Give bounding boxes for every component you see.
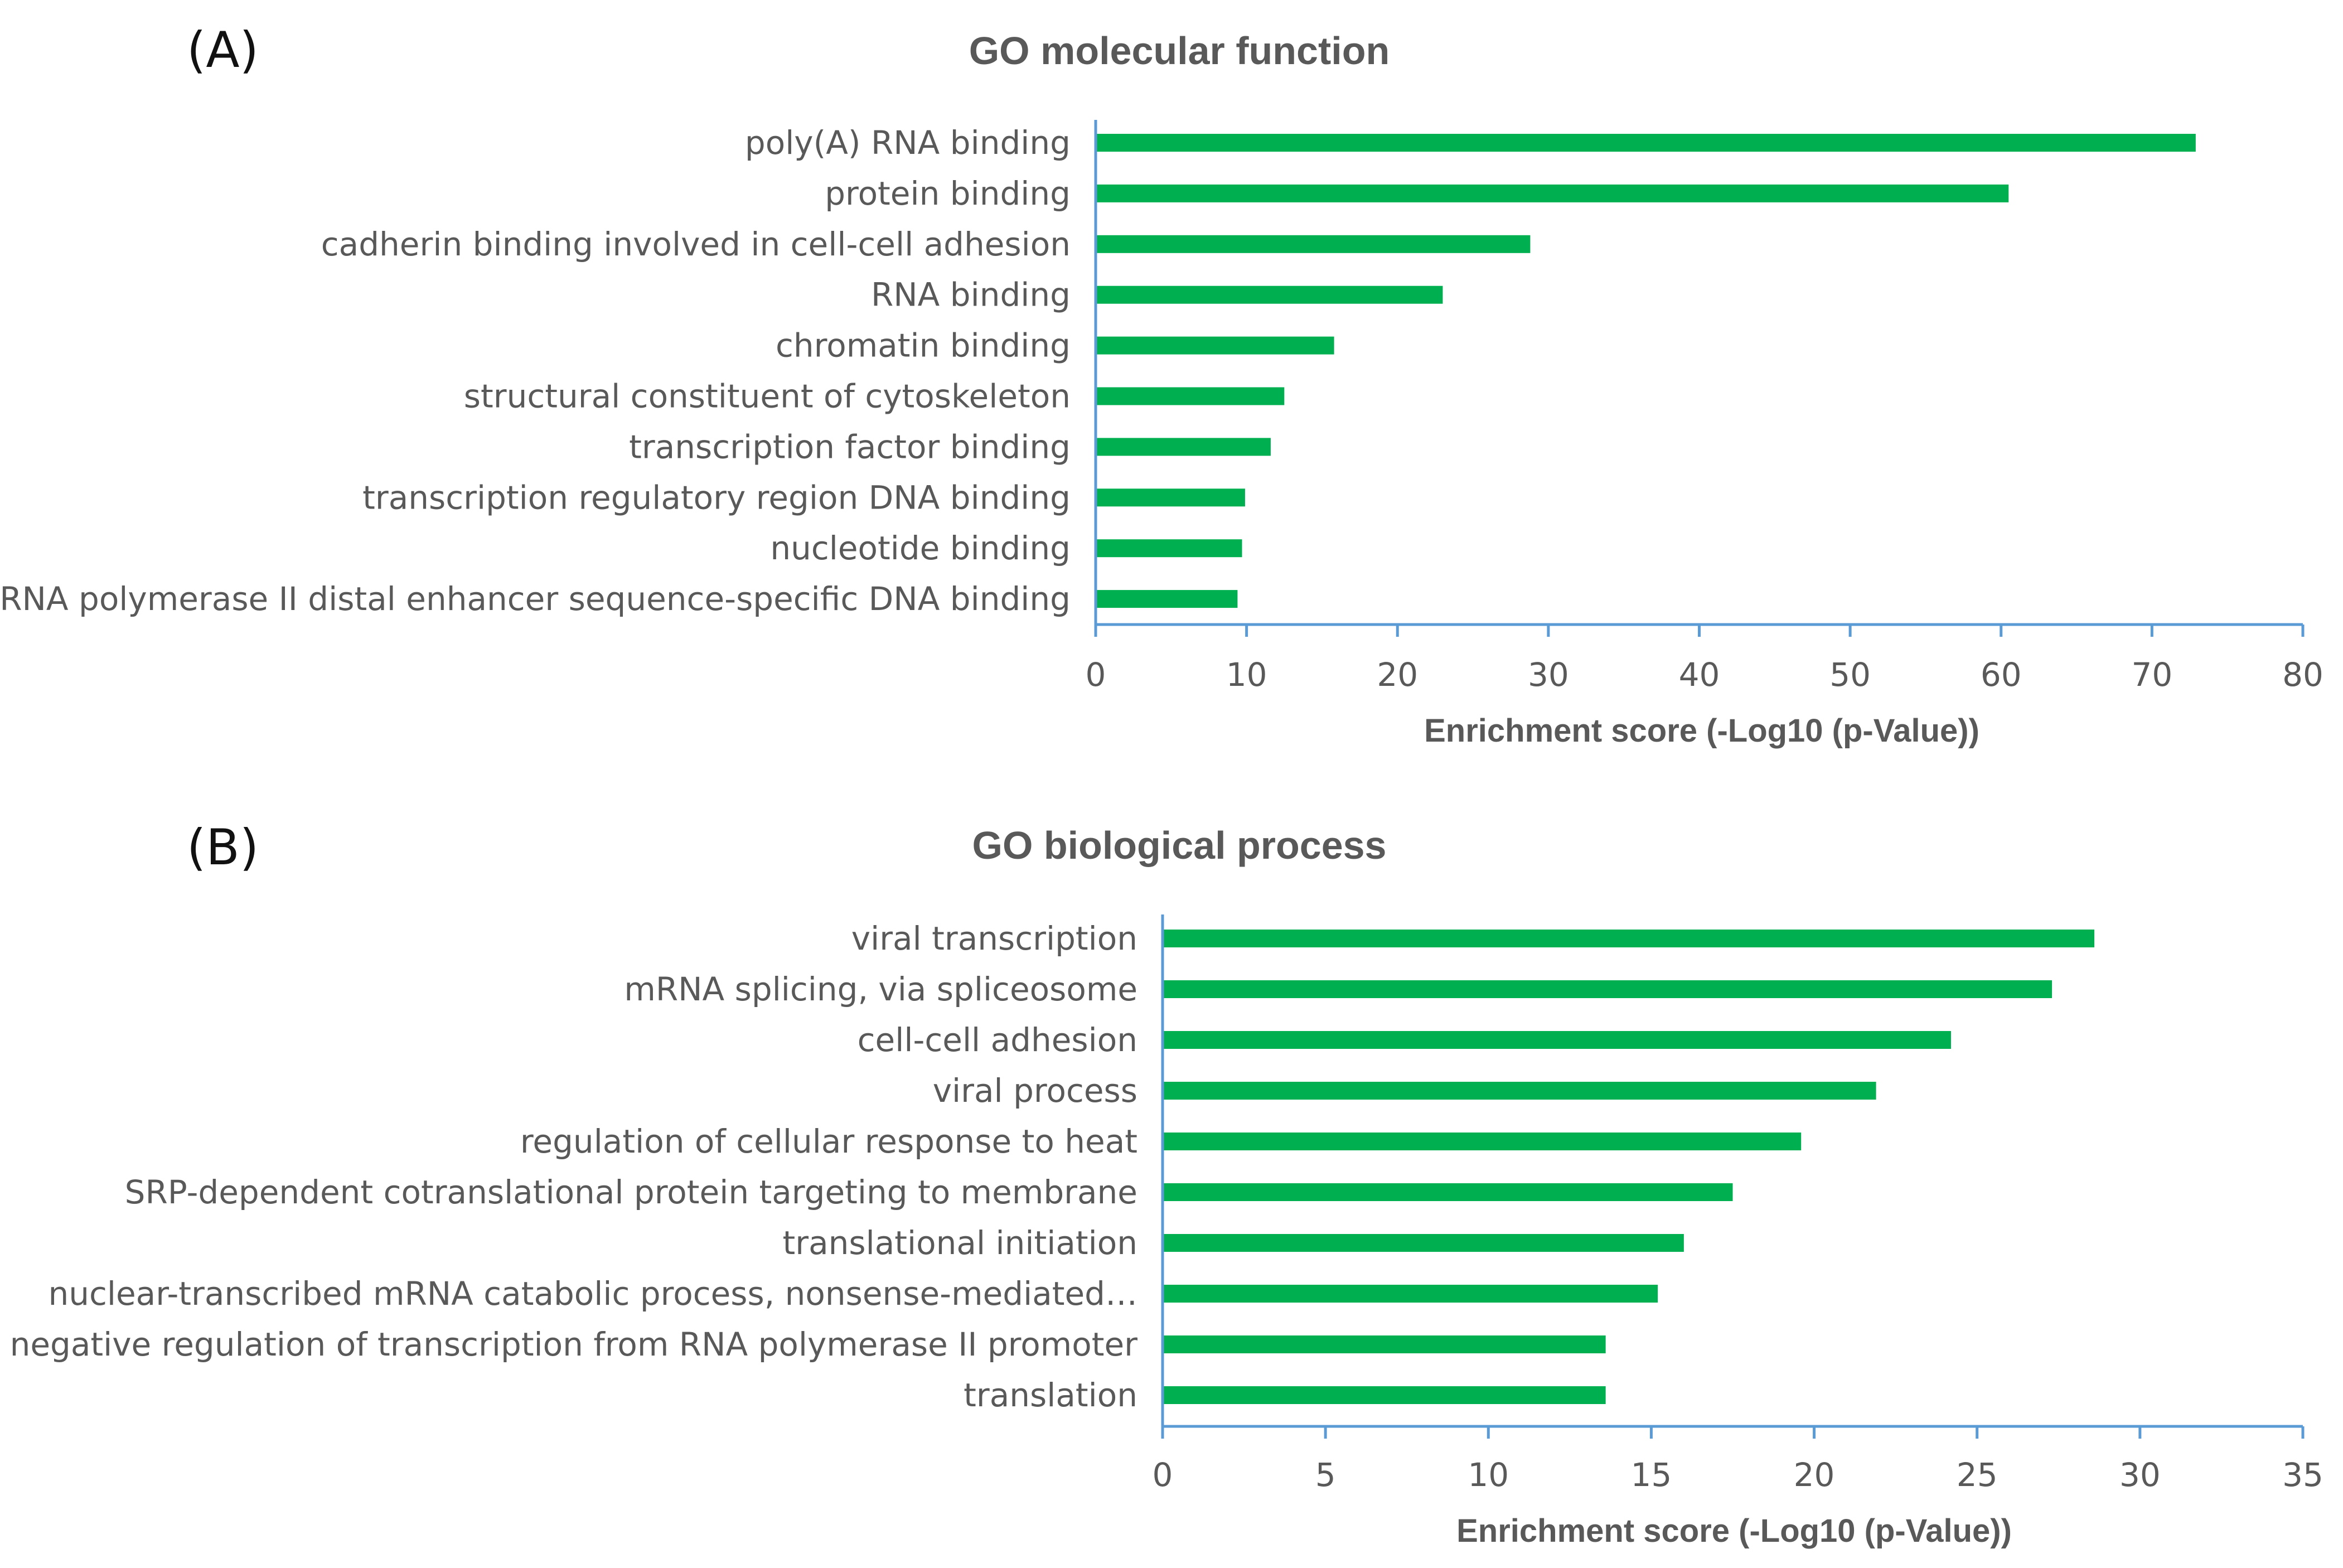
panel-label-a: (A) <box>187 21 259 79</box>
bar-a-5 <box>1096 336 1334 355</box>
category-labels-a: poly(A) RNA binding protein binding cadher… <box>0 124 1071 618</box>
category-label-a-8: transcription regulatory region DNA bind… <box>362 478 1071 516</box>
chart-title-b: GO biological process <box>972 824 1387 867</box>
bar-a-3 <box>1096 235 1531 253</box>
x-tick-label-a-8: 80 <box>2282 656 2323 694</box>
bar-b-8 <box>1163 1285 1658 1303</box>
bar-a-7 <box>1096 438 1271 456</box>
bar-b-3 <box>1163 1031 1951 1049</box>
x-tick-labels-a: 0 10 20 30 40 50 60 70 80 <box>1086 656 2323 694</box>
chart-molecular-function: (A) GO molecular function poly(A) RNA bi… <box>0 21 2323 749</box>
chart-title-a: GO molecular function <box>969 29 1390 72</box>
category-label-a-2: protein binding <box>825 175 1071 212</box>
x-tick-label-a-3: 30 <box>1528 656 1569 694</box>
x-tick-labels-b: 0 5 10 15 20 25 30 35 <box>1153 1456 2323 1494</box>
category-label-a-4: RNA binding <box>871 276 1071 314</box>
category-label-b-9: negative regulation of transcription fro… <box>10 1325 1138 1363</box>
x-tick-label-b-1: 5 <box>1315 1456 1336 1494</box>
category-label-a-1: poly(A) RNA binding <box>745 124 1071 162</box>
x-tick-label-b-0: 0 <box>1153 1456 1173 1494</box>
bar-b-4 <box>1163 1082 1876 1100</box>
bar-a-2 <box>1096 184 2009 202</box>
x-tick-label-a-1: 10 <box>1226 656 1267 694</box>
x-tick-label-b-6: 30 <box>2119 1456 2161 1494</box>
bars-a <box>1096 134 2196 608</box>
x-tick-label-b-7: 35 <box>2282 1456 2323 1494</box>
x-tick-label-a-4: 40 <box>1679 656 1720 694</box>
chart-biological-process: (B) GO biological process viral transcri… <box>10 819 2323 1549</box>
x-tick-label-b-3: 15 <box>1631 1456 1672 1494</box>
x-tick-label-b-2: 10 <box>1468 1456 1509 1494</box>
category-label-b-4: viral process <box>933 1072 1137 1110</box>
category-label-b-3: cell-cell adhesion <box>858 1021 1137 1059</box>
category-label-b-6: SRP-dependent cotranslational protein ta… <box>125 1173 1137 1211</box>
x-tick-label-a-5: 50 <box>1829 656 1871 694</box>
x-axis-title-a: Enrichment score (-Log10 (p-Value)) <box>1424 713 1979 749</box>
bar-a-6 <box>1096 387 1285 405</box>
bar-b-9 <box>1163 1335 1606 1353</box>
bar-a-8 <box>1096 488 1245 507</box>
bar-b-5 <box>1163 1133 1802 1150</box>
category-label-b-7: translational initiation <box>783 1224 1137 1262</box>
bar-b-10 <box>1163 1386 1606 1404</box>
x-tick-label-a-2: 20 <box>1377 656 1418 694</box>
bar-a-9 <box>1096 539 1242 558</box>
category-label-b-5: regulation of cellular response to heat <box>520 1122 1137 1160</box>
bar-a-1 <box>1096 134 2196 152</box>
category-label-b-8: nuclear-transcribed mRNA catabolic proce… <box>48 1275 1137 1313</box>
x-ticks-b <box>1161 1426 2305 1439</box>
x-tick-label-b-4: 20 <box>1794 1456 1835 1494</box>
category-label-b-1: viral transcription <box>851 919 1137 957</box>
bar-b-6 <box>1163 1183 1733 1201</box>
x-tick-label-b-5: 25 <box>1957 1456 1998 1494</box>
category-label-b-10: translation <box>964 1376 1137 1414</box>
category-label-a-5: chromatin binding <box>776 327 1071 365</box>
x-tick-label-a-0: 0 <box>1086 656 1106 694</box>
bar-b-2 <box>1163 980 2052 998</box>
category-label-a-7: transcription factor binding <box>629 428 1071 466</box>
category-label-a-3: cadherin binding involved in cell-cell a… <box>321 225 1071 263</box>
category-labels-b: viral transcription mRNA splicing, via sp… <box>10 919 1138 1414</box>
x-tick-label-a-6: 60 <box>1981 656 2022 694</box>
category-label-a-9: nucleotide binding <box>770 529 1071 567</box>
bar-a-10 <box>1096 590 1238 608</box>
bar-b-7 <box>1163 1234 1684 1252</box>
x-ticks-a <box>1094 625 2305 637</box>
bars-b <box>1163 930 2095 1404</box>
category-label-b-2: mRNA splicing, via spliceosome <box>624 970 1137 1008</box>
panel-label-b: (B) <box>187 819 259 876</box>
x-axis-title-b: Enrichment score (-Log10 (p-Value)) <box>1456 1513 2012 1549</box>
category-label-a-6: structural constituent of cytoskeleton <box>464 378 1071 415</box>
category-label-a-10: RNA polymerase II distal enhancer sequen… <box>0 580 1071 618</box>
bar-a-4 <box>1096 285 1443 304</box>
bar-b-1 <box>1163 930 2095 947</box>
x-tick-label-a-7: 70 <box>2131 656 2172 694</box>
